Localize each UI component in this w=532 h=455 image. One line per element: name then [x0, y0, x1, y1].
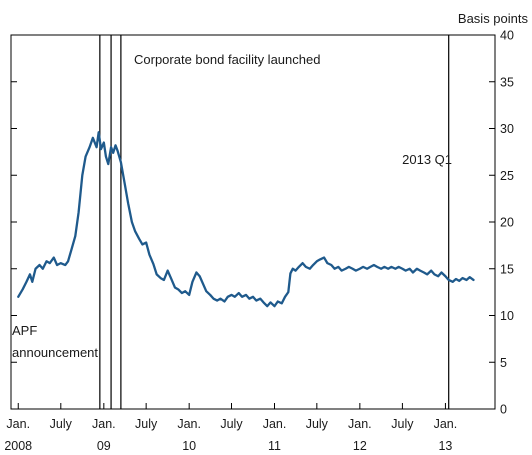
x-year-label: 11	[268, 439, 281, 453]
annotation-apf: announcement	[12, 345, 98, 360]
annotation-cbf: Corporate bond facility launched	[134, 52, 320, 67]
y-tick-label: 15	[500, 262, 514, 276]
x-year-label: 2008	[4, 439, 32, 453]
y-tick-label: 10	[500, 309, 514, 323]
x-axis: Jan. 2008 July Jan. 09 July Jan. 10 July Jan. 11 Ju…	[4, 403, 457, 453]
y-tick-label: 5	[500, 356, 507, 370]
y-tick-label: 35	[500, 75, 514, 89]
x-tick-label: Jan.	[348, 417, 372, 431]
x-year-label: 10	[182, 439, 196, 453]
y-tick-label: 25	[500, 169, 514, 183]
event-lines	[99, 35, 450, 409]
x-tick-label: July	[306, 417, 329, 431]
annotation-apf: APF	[12, 323, 37, 338]
x-year-label: 09	[97, 439, 111, 453]
x-tick-label: Jan.	[177, 417, 201, 431]
x-tick-label: Jan.	[263, 417, 287, 431]
y-tick-label: 40	[500, 29, 514, 43]
series-line	[17, 131, 475, 308]
unit-label: Basis points	[458, 11, 529, 26]
x-tick-label: July	[50, 417, 73, 431]
x-tick-label: July	[220, 417, 243, 431]
y-tick-label: 30	[500, 122, 514, 136]
x-year-label: 13	[438, 439, 452, 453]
x-tick-label: July	[391, 417, 414, 431]
annotations: APF announcement Corporate bond facility l…	[12, 52, 452, 360]
y-tick-label: 0	[500, 403, 507, 417]
y-tick-label: 20	[500, 216, 514, 230]
x-tick-label: Jan.	[6, 417, 30, 431]
x-tick-label: July	[135, 417, 158, 431]
x-year-label: 12	[353, 439, 367, 453]
x-tick-label: Jan.	[434, 417, 458, 431]
series-layer	[17, 131, 475, 308]
annotation-q1: 2013 Q1	[402, 152, 452, 167]
x-tick-label: Jan.	[92, 417, 116, 431]
y-axis: 0 5 10 15 20 25 30 35 40	[11, 29, 514, 417]
